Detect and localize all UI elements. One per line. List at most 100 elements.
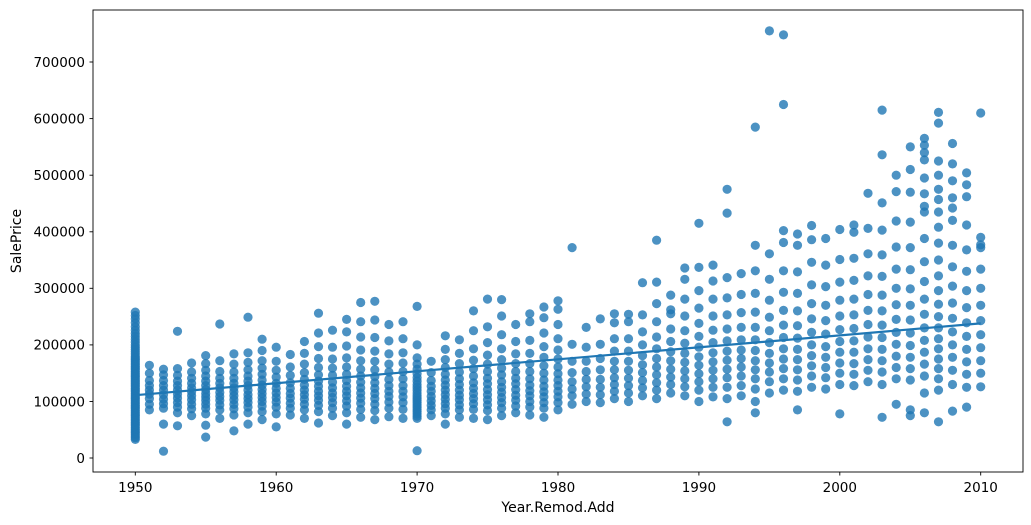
data-point — [511, 336, 521, 347]
x-axis-label: Year.Remod.Add — [500, 500, 614, 516]
data-point — [694, 360, 704, 370]
data-point — [792, 365, 803, 375]
data-point — [947, 193, 958, 203]
data-point — [694, 396, 704, 407]
data-point — [736, 269, 746, 279]
data-point — [285, 349, 295, 360]
data-point — [356, 356, 366, 366]
data-point — [919, 359, 930, 369]
data-point — [891, 216, 901, 226]
data-point — [976, 356, 986, 366]
data-point — [722, 417, 732, 427]
data-point — [835, 295, 845, 305]
data-point — [440, 369, 450, 379]
data-point — [525, 348, 535, 358]
data-point — [327, 342, 338, 352]
data-point — [976, 240, 986, 250]
data-point — [243, 419, 253, 429]
data-point — [327, 377, 338, 387]
data-point — [905, 340, 915, 351]
data-point — [722, 394, 732, 404]
data-point — [201, 432, 211, 442]
data-point — [299, 359, 309, 369]
data-point — [722, 293, 732, 303]
data-point — [863, 249, 873, 259]
data-point — [243, 312, 253, 322]
data-point — [609, 373, 620, 383]
data-point — [835, 336, 845, 347]
data-point — [454, 335, 464, 345]
data-point — [215, 373, 225, 383]
data-point — [342, 419, 352, 429]
data-point — [412, 340, 422, 350]
data-point — [525, 335, 535, 345]
data-point — [947, 327, 958, 337]
data-point — [722, 364, 732, 374]
data-point — [877, 290, 887, 300]
data-point — [257, 363, 267, 373]
data-point — [609, 309, 620, 319]
data-point — [891, 339, 901, 349]
data-point — [398, 348, 408, 358]
data-point — [144, 360, 154, 370]
data-point — [933, 374, 944, 384]
data-point — [933, 364, 944, 374]
data-point — [792, 386, 803, 396]
data-point — [313, 418, 324, 428]
data-point — [313, 353, 324, 364]
data-point — [356, 345, 366, 355]
data-point — [539, 328, 549, 338]
data-point — [680, 391, 690, 401]
data-point — [708, 382, 718, 392]
data-point — [736, 345, 746, 355]
data-point — [567, 243, 577, 253]
data-point — [567, 391, 577, 401]
data-point — [947, 281, 958, 291]
data-point — [327, 363, 338, 373]
data-point — [708, 260, 718, 270]
data-point — [736, 335, 746, 345]
data-point — [962, 266, 972, 276]
data-point — [778, 320, 789, 330]
data-point — [919, 140, 930, 150]
data-point — [680, 357, 690, 367]
data-point — [905, 164, 915, 175]
data-point — [144, 368, 154, 378]
data-point — [947, 365, 958, 375]
data-point — [821, 260, 831, 270]
data-point — [750, 356, 760, 366]
data-point — [736, 322, 746, 332]
data-point — [694, 262, 704, 272]
data-point — [891, 300, 901, 310]
data-point — [370, 296, 380, 306]
data-point — [666, 324, 676, 334]
data-point — [680, 263, 690, 273]
data-point — [835, 311, 845, 321]
data-point — [525, 366, 535, 377]
data-point — [722, 355, 732, 365]
data-point — [778, 266, 789, 276]
data-point — [285, 362, 295, 372]
data-point — [412, 353, 422, 363]
data-point — [905, 187, 915, 197]
data-point — [539, 302, 549, 312]
data-point — [976, 343, 986, 353]
data-point — [482, 322, 493, 332]
data-point — [778, 226, 789, 236]
data-point — [863, 271, 873, 281]
data-point — [553, 304, 563, 314]
data-point — [919, 408, 930, 418]
data-point — [849, 275, 859, 285]
data-point — [694, 318, 704, 328]
data-point — [680, 348, 690, 358]
data-point — [947, 215, 958, 225]
data-point — [877, 332, 887, 343]
data-point — [722, 346, 732, 356]
data-point — [807, 371, 817, 381]
data-point — [468, 413, 479, 423]
data-point — [835, 254, 845, 265]
data-point — [933, 107, 944, 117]
data-point — [750, 322, 760, 332]
data-point — [891, 374, 901, 384]
data-point — [637, 375, 648, 386]
